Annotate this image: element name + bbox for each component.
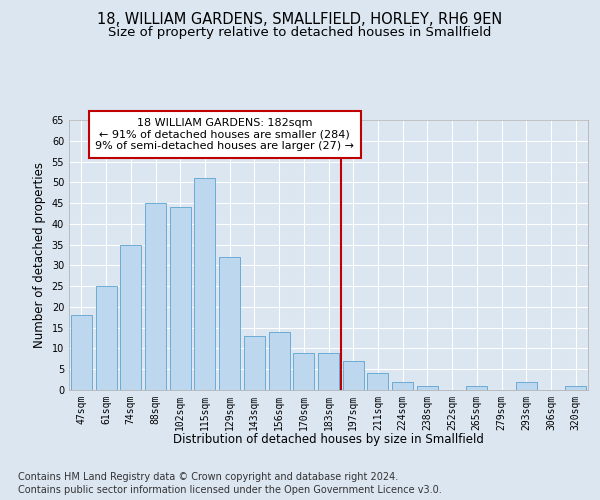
Bar xyxy=(293,352,314,390)
Text: Size of property relative to detached houses in Smallfield: Size of property relative to detached ho… xyxy=(109,26,491,39)
Text: Distribution of detached houses by size in Smallfield: Distribution of detached houses by size … xyxy=(173,432,484,446)
Bar xyxy=(170,207,191,390)
Text: Contains HM Land Registry data © Crown copyright and database right 2024.: Contains HM Land Registry data © Crown c… xyxy=(18,472,398,482)
Bar xyxy=(71,315,92,390)
Bar xyxy=(244,336,265,390)
Bar xyxy=(269,332,290,390)
Y-axis label: Number of detached properties: Number of detached properties xyxy=(33,162,46,348)
Bar xyxy=(95,286,116,390)
Bar xyxy=(318,352,339,390)
Bar xyxy=(120,244,141,390)
Text: 18 WILLIAM GARDENS: 182sqm
← 91% of detached houses are smaller (284)
9% of semi: 18 WILLIAM GARDENS: 182sqm ← 91% of deta… xyxy=(95,118,354,151)
Bar xyxy=(145,203,166,390)
Bar xyxy=(392,382,413,390)
Bar xyxy=(219,257,240,390)
Bar xyxy=(516,382,537,390)
Text: Contains public sector information licensed under the Open Government Licence v3: Contains public sector information licen… xyxy=(18,485,442,495)
Bar xyxy=(194,178,215,390)
Bar xyxy=(343,361,364,390)
Bar xyxy=(466,386,487,390)
Bar xyxy=(417,386,438,390)
Bar xyxy=(565,386,586,390)
Bar xyxy=(367,374,388,390)
Text: 18, WILLIAM GARDENS, SMALLFIELD, HORLEY, RH6 9EN: 18, WILLIAM GARDENS, SMALLFIELD, HORLEY,… xyxy=(97,12,503,28)
